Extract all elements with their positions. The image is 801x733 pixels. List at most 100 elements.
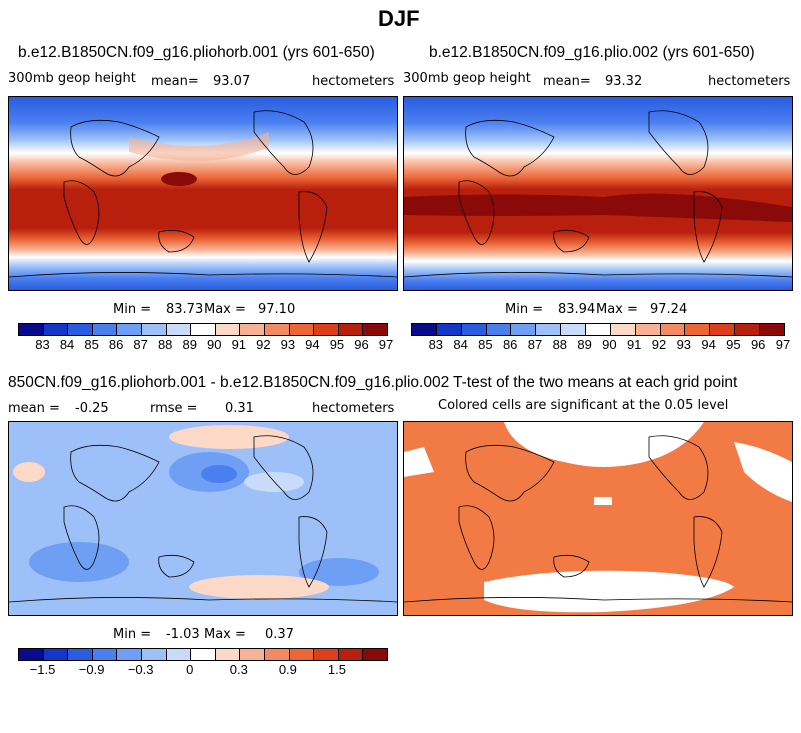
colorbar-swatch	[191, 324, 216, 335]
colorbar-swatch	[117, 649, 142, 660]
colorbar-tick-label: 97	[775, 337, 791, 352]
colorbar-tick-label: 92	[256, 337, 271, 352]
colorbar-swatch	[735, 324, 761, 335]
panel2-min-label: Min =	[505, 302, 544, 317]
colorbar-swatch	[338, 324, 364, 335]
panel4-map	[403, 421, 793, 616]
panel1-max-label: Max =	[204, 302, 246, 317]
colorbar-swatch	[141, 649, 167, 660]
panel4-subtitle: Colored cells are significant at the 0.0…	[438, 398, 729, 413]
colorbar-swatch	[685, 324, 711, 335]
colorbar-tick-label: 95	[726, 337, 741, 352]
panel1-mean-label: mean=	[151, 74, 199, 89]
colorbar-swatch	[660, 324, 686, 335]
panel3-map	[8, 421, 398, 616]
colorbar-tick-label: 88	[552, 337, 568, 352]
panel1-units: hectometers	[312, 74, 395, 89]
panel1-map	[8, 96, 398, 291]
colorbar-swatch	[586, 324, 611, 335]
colorbar-swatch	[710, 324, 736, 335]
colorbar-tick-label: −0.9	[78, 662, 105, 677]
colorbar-swatch	[760, 324, 784, 335]
panel3-rmse-value: 0.31	[225, 401, 254, 416]
colorbar-tick-label: 91	[626, 337, 642, 352]
panel2-coastlines	[404, 110, 792, 278]
panel2-max-value: 97.24	[650, 302, 688, 317]
colorbar-swatch	[289, 324, 315, 335]
panel2-units: hectometers	[708, 74, 791, 89]
colorbar-swatch	[363, 649, 387, 660]
colorbar-tick-label: 86	[502, 337, 518, 352]
panel2-title: b.e12.B1850CN.f09_g16.plio.002 (yrs 601-…	[429, 44, 755, 61]
panel1-coastlines	[9, 110, 397, 278]
colorbar-tick-label: 97	[378, 337, 394, 352]
colorbar-tick-label: 92	[651, 337, 667, 352]
panel2-map-field	[404, 97, 792, 290]
colorbar-tick-label: 0	[186, 662, 194, 677]
colorbar-tick-label: 85	[84, 337, 99, 352]
colorbar-swatch	[511, 324, 537, 335]
colorbar-tick-label: 89	[577, 337, 592, 352]
colorbar-swatch	[19, 649, 44, 660]
panel3-coastlines	[9, 435, 397, 603]
colorbar-swatch	[363, 324, 387, 335]
colorbar-swatch	[43, 324, 69, 335]
colorbar-swatch	[191, 649, 216, 660]
panel2-map	[403, 96, 793, 291]
colorbar-tick-label: 90	[207, 337, 222, 352]
colorbar-swatch	[264, 324, 290, 335]
colorbar-swatch	[635, 324, 661, 335]
panel3-mean-value: -0.25	[75, 401, 109, 416]
colorbar-tick-label: 93	[280, 337, 296, 352]
colorbar-tick-label: −1.5	[29, 662, 56, 677]
colorbar-swatch	[68, 324, 93, 335]
panel4-map-field	[404, 422, 792, 615]
panel3-units: hectometers	[312, 401, 395, 416]
colorbar-swatch	[240, 324, 265, 335]
colorbar-tick-label: 87	[527, 337, 543, 352]
colorbar-tick-label: 0.3	[229, 662, 248, 677]
panel2-mean-value: 93.32	[605, 74, 643, 89]
figure-title: DJF	[378, 6, 420, 31]
colorbar-swatch	[141, 324, 167, 335]
colorbar-swatch	[536, 324, 562, 335]
colorbar-swatch	[436, 324, 462, 335]
colorbar-swatch	[461, 324, 487, 335]
colorbar-swatch	[92, 324, 118, 335]
colorbar-swatch	[610, 324, 636, 335]
colorbar-swatch	[289, 649, 315, 660]
panel3-max-label: Max =	[204, 627, 246, 642]
panel3-rmse-label: rmse =	[150, 401, 198, 416]
colorbar-tick-label: 90	[602, 337, 617, 352]
colorbar-tick-label: 84	[453, 337, 468, 352]
colorbar-tick-label: 85	[478, 337, 493, 352]
colorbar-swatch	[215, 649, 241, 660]
panel1-colorbar	[18, 323, 388, 336]
colorbar-tick-label: 96	[354, 337, 369, 352]
colorbar-tick-label: 1.5	[327, 662, 346, 677]
colorbar-swatch	[486, 324, 512, 335]
colorbar-tick-label: 93	[676, 337, 692, 352]
panel3-map-field	[9, 422, 397, 615]
colorbar-swatch	[264, 649, 290, 660]
colorbar-swatch	[43, 649, 69, 660]
colorbar-tick-label: 83	[35, 337, 50, 352]
colorbar-tick-label: 91	[231, 337, 247, 352]
colorbar-tick-label: 84	[59, 337, 75, 352]
panel1-mean-value: 93.07	[213, 74, 251, 89]
panel2-mean-label: mean=	[543, 74, 591, 89]
colorbar-swatch	[314, 324, 339, 335]
panel1-title: b.e12.B1850CN.f09_g16.pliohorb.001 (yrs …	[18, 44, 375, 61]
colorbar-swatch	[19, 324, 44, 335]
colorbar-swatch	[166, 324, 192, 335]
panel2-min-value: 83.94	[558, 302, 596, 317]
colorbar-tick-label: 83	[428, 337, 444, 352]
panel1-map-field	[9, 97, 397, 290]
colorbar-tick-label: 94	[305, 337, 320, 352]
panel2-max-label: Max =	[596, 302, 638, 317]
colorbar-swatch	[338, 649, 364, 660]
colorbar-tick-label: 96	[750, 337, 766, 352]
colorbar-tick-label: 0.9	[278, 662, 297, 677]
colorbar-tick-label: 94	[701, 337, 716, 352]
colorbar-swatch	[314, 649, 339, 660]
